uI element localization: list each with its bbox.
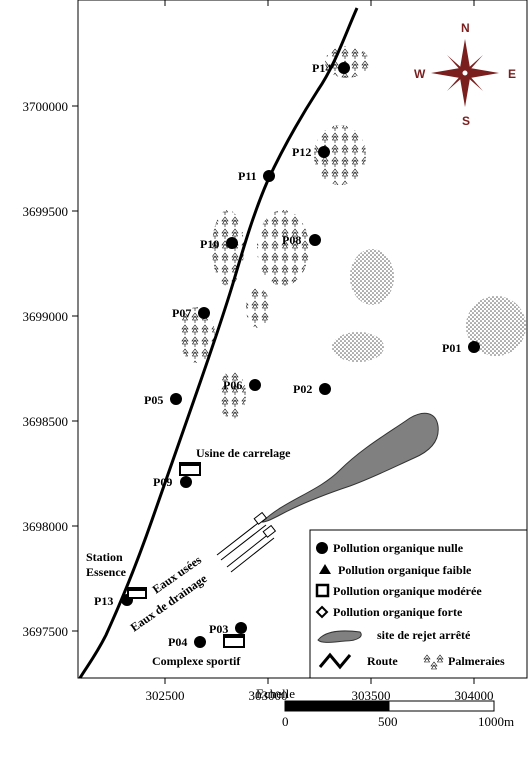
legend-faible-label: Pollution organique faible [338,563,472,577]
station-label: P12 [292,145,311,159]
x-tick-label: 303500 [352,688,391,703]
sewage-pipes [216,511,277,573]
legend-box [309,529,528,679]
station-label: P07 [172,306,191,320]
legend-rejet-symbol [317,630,362,643]
station-p10-marker [226,237,238,249]
legend-nulle-symbol [316,542,328,554]
compass-e-label: E [508,67,516,81]
station-labels: P14 P12 P11 P10 P08 P07 P06 P02 P05 P01 … [94,61,461,649]
compass-rose-icon [431,39,499,107]
palm-groves [179,46,369,419]
compass-s-label: S [462,114,470,128]
legend-route-label: Route [367,654,398,668]
station-label: P08 [282,233,301,247]
legend-forte-label: Pollution organique forte [333,605,463,619]
station-p11-marker [263,170,275,182]
y-tick-label: 3700000 [23,99,69,114]
station-label: P02 [293,382,312,396]
dotted-zones [332,249,526,362]
x-tick-label: 302500 [146,688,185,703]
station-essence-label: Station [86,550,123,564]
palm-tree-icon [423,654,444,670]
station-label: P14 [312,61,331,75]
station-p07-marker [198,307,210,319]
station-p12-marker [318,146,330,158]
station-label: P13 [94,594,113,608]
legend-route-symbol [318,652,352,670]
scale-label-500: 500 [378,714,398,729]
station-p05-marker [170,393,182,405]
station-label: P09 [153,475,172,489]
y-tick-label: 3697500 [23,624,69,639]
scale-bar: Echelle 0 500 1000m [256,686,514,729]
usine-building-icon [179,462,201,476]
x-tick-label: 304000 [455,688,494,703]
x-tick-label: 303000 [249,688,288,703]
legend-moderee-symbol [315,583,330,598]
station-p03-marker [235,622,247,634]
station-label: P04 [168,635,187,649]
scale-title: Echelle [256,686,295,701]
scale-black-segment [284,700,390,712]
station-p08-marker [309,234,321,246]
station-p04-marker [194,636,206,648]
legend-rejet-label: site de rejet arrêté [377,628,471,642]
legend-faible-symbol [319,564,331,574]
station-essence-label: Essence [86,565,127,579]
station-markers [121,62,480,648]
compass-w-label: W [414,67,426,81]
scale-white-segment [388,700,495,712]
discharge-site [260,412,439,523]
scale-label-0: 0 [282,714,289,729]
station-label: P05 [144,393,163,407]
complexe-building-icon [223,634,245,648]
y-tick-label: 3699000 [23,309,69,324]
station-p14-marker [338,62,350,74]
complexe-label: Complexe sportif [152,654,241,668]
station-p06-marker [249,379,261,391]
y-tick-label: 3698000 [23,519,69,534]
station-label: P10 [200,237,219,251]
x-axis: 302500 303000 303500 304000 [146,0,494,703]
station-p01-marker [468,341,480,353]
legend: Pollution organique nulle Pollution orga… [309,529,528,679]
y-axis: 3700000 3699500 3699000 3698500 3698000 … [23,99,78,639]
station-essence-building-icon [127,587,147,599]
station-label: P01 [442,341,461,355]
y-tick-label: 3699500 [23,204,69,219]
legend-moderee-label: Pollution organique modérée [333,584,482,598]
scale-label-1000: 1000m [478,714,514,729]
station-p02-marker [319,383,331,395]
station-label: P11 [238,169,257,183]
station-label: P06 [223,378,242,392]
y-tick-label: 3698500 [23,414,69,429]
buildings [127,462,245,648]
legend-nulle-label: Pollution organique nulle [333,541,464,555]
legend-forte-symbol [315,605,329,619]
usine-label: Usine de carrelage [196,446,291,460]
station-label: P03 [209,622,228,636]
compass-n-label: N [461,21,470,35]
legend-palmeraies-label: Palmeraies [448,654,505,668]
station-p09-marker [180,476,192,488]
